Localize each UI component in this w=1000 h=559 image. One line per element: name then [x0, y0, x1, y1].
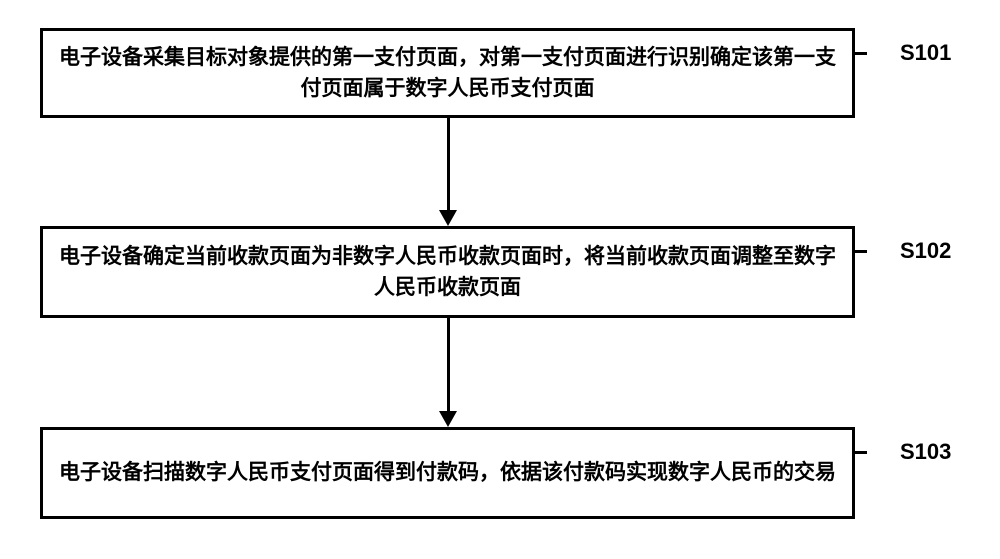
flow-node-label-s103: S103 [900, 439, 951, 465]
flow-arrow-line [447, 318, 450, 413]
label-connector-tick [855, 52, 867, 55]
flowchart-canvas: 电子设备采集目标对象提供的第一支付页面，对第一支付页面进行识别确定该第一支付页面… [0, 0, 1000, 559]
flow-node-text: 电子设备采集目标对象提供的第一支付页面，对第一支付页面进行识别确定该第一支付页面… [59, 42, 836, 105]
flow-node-label-s102: S102 [900, 238, 951, 264]
flow-node-text: 电子设备确定当前收款页面为非数字人民币收款页面时，将当前收款页面调整至数字人民币… [59, 241, 836, 304]
flow-node-text: 电子设备扫描数字人民币支付页面得到付款码，依据该付款码实现数字人民币的交易 [59, 457, 836, 489]
label-connector-tick [855, 451, 867, 454]
flow-node-s101: 电子设备采集目标对象提供的第一支付页面，对第一支付页面进行识别确定该第一支付页面… [40, 28, 855, 118]
flow-node-s102: 电子设备确定当前收款页面为非数字人民币收款页面时，将当前收款页面调整至数字人民币… [40, 226, 855, 318]
flow-node-label-s101: S101 [900, 40, 951, 66]
flow-arrow-line [447, 118, 450, 212]
flow-node-s103: 电子设备扫描数字人民币支付页面得到付款码，依据该付款码实现数字人民币的交易 [40, 427, 855, 519]
flow-arrow-head [439, 411, 457, 427]
flow-arrow-head [439, 210, 457, 226]
label-connector-tick [855, 250, 867, 253]
